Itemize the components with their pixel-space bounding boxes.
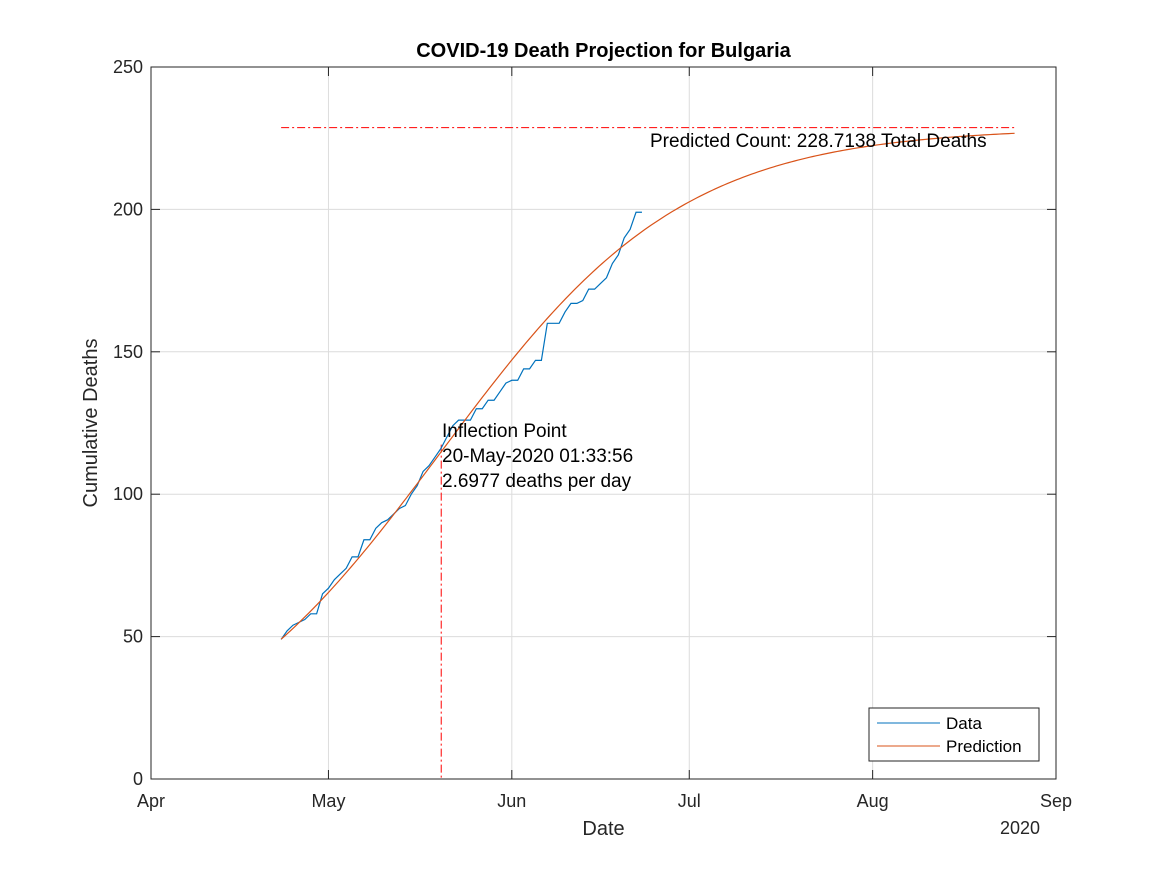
tick-labels: Apr May Jun Jul Aug Sep 0 50 100 150 200 250 bbox=[113, 57, 1072, 811]
x-axis-year-label: 2020 bbox=[1000, 818, 1040, 838]
y-axis-label: Cumulative Deaths bbox=[80, 339, 102, 508]
y-tick-label: 0 bbox=[133, 769, 143, 789]
legend-box bbox=[868, 707, 1040, 762]
x-tick-label: May bbox=[311, 791, 345, 811]
x-tick-label: Sep bbox=[1040, 791, 1072, 811]
inflection-rate: 2.6977 deaths per day bbox=[442, 471, 632, 492]
y-tick-label: 50 bbox=[123, 627, 143, 647]
y-tick-label: 100 bbox=[113, 484, 143, 504]
legend-prediction-label: Prediction bbox=[946, 737, 1022, 756]
y-tick-label: 200 bbox=[113, 199, 143, 219]
chart-title: COVID-19 Death Projection for Bulgaria bbox=[416, 40, 791, 62]
grid bbox=[150, 66, 1057, 780]
plot-area bbox=[151, 67, 1056, 779]
x-tick-label: Jun bbox=[497, 791, 526, 811]
data-series-line bbox=[280, 211, 642, 640]
inflection-title: Inflection Point bbox=[442, 421, 567, 442]
x-axis-label: Date bbox=[582, 818, 624, 840]
x-tick-label: Apr bbox=[137, 791, 165, 811]
axes-box bbox=[150, 66, 1057, 780]
x-tick-label: Jul bbox=[678, 791, 701, 811]
y-tick-label: 250 bbox=[113, 57, 143, 77]
reference-lines bbox=[281, 127, 1015, 779]
legend-data-label: Data bbox=[946, 714, 982, 733]
y-tick-label: 150 bbox=[113, 342, 143, 362]
series-lines bbox=[280, 132, 1015, 640]
predicted-count-annotation: Predicted Count: 228.7138 Total Deaths bbox=[650, 131, 987, 152]
legend: Data Prediction bbox=[868, 707, 1040, 762]
x-tick-label: Aug bbox=[857, 791, 889, 811]
inflection-date: 20-May-2020 01:33:56 bbox=[442, 446, 633, 467]
prediction-series-line bbox=[280, 132, 1015, 640]
